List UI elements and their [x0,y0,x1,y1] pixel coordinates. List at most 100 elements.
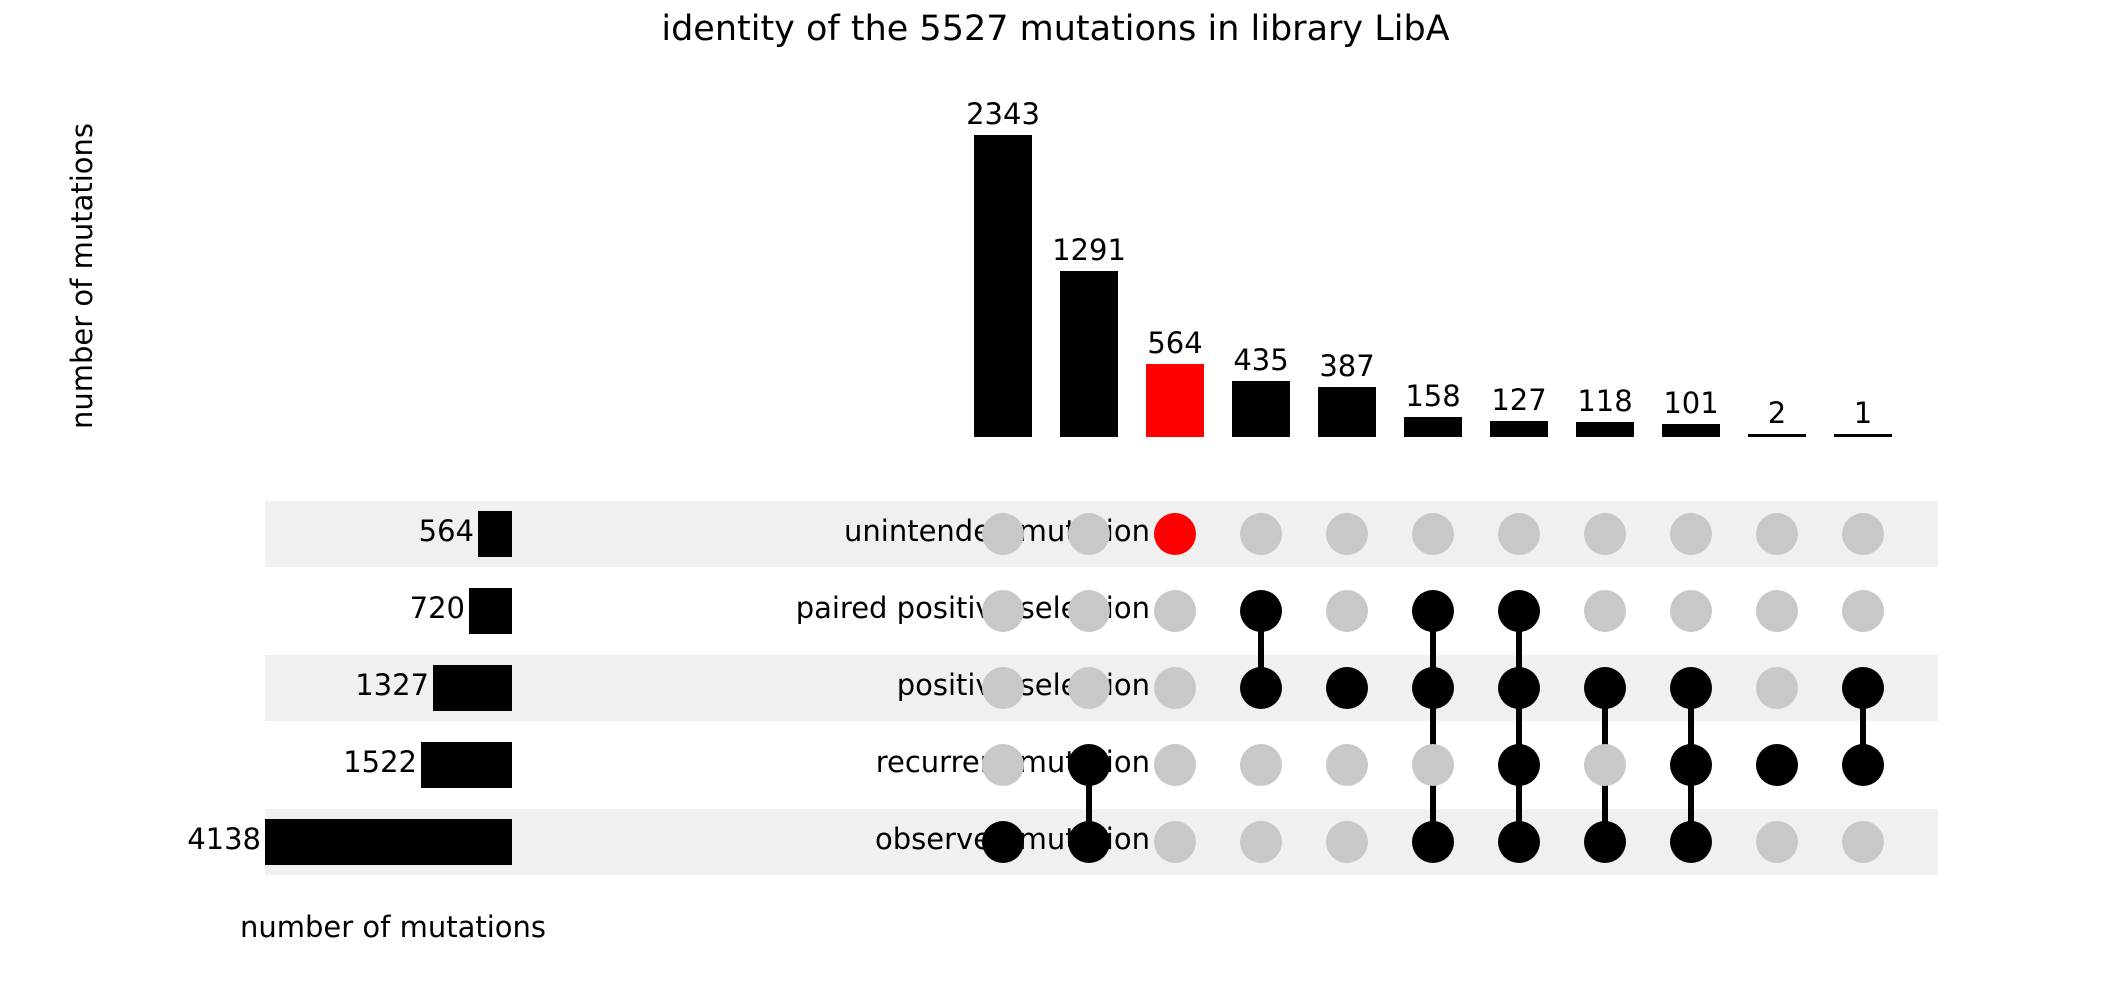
matrix-dot-active [1412,590,1454,632]
matrix-dot-inactive [1584,590,1626,632]
matrix-dot-active [1498,667,1540,709]
matrix-dot-active [1326,667,1368,709]
set-size-bar [265,819,512,865]
matrix-dot-inactive [1756,513,1798,555]
intersection-connector-line [1860,688,1866,765]
matrix-dot-inactive [1068,513,1110,555]
set-size-value: 4138 [187,822,261,856]
matrix-dot-inactive [1756,667,1798,709]
intersection-bar-value: 564 [1147,326,1203,360]
intersection-bar-value: 2 [1767,396,1787,430]
set-size-value: 1327 [355,668,429,702]
matrix-dot-inactive [1154,821,1196,863]
matrix-dot-inactive [1240,513,1282,555]
matrix-dot-inactive [1842,590,1884,632]
intersection-bar [1404,417,1462,437]
intersection-bar [1662,424,1720,437]
matrix-dot-inactive [1154,667,1196,709]
matrix-dot-active [1670,744,1712,786]
matrix-dot-inactive [1670,513,1712,555]
matrix-dot-inactive [1842,513,1884,555]
page-title: identity of the 5527 mutations in librar… [661,9,1450,49]
intersection-bar-value: 1 [1853,396,1873,430]
intersection-connector-line [1258,611,1264,688]
set-size-value: 1522 [343,745,417,779]
matrix-dot-inactive [1670,590,1712,632]
intersection-bar [1060,271,1118,437]
set-name-label: positive selection [896,668,1150,702]
matrix-dot-inactive [1240,744,1282,786]
matrix-dot-active [1068,821,1110,863]
setsize-axis-label: number of mutations [240,910,547,944]
matrix-dot-active [1154,513,1196,555]
set-size-value: 720 [409,591,465,625]
matrix-dot-inactive [1326,513,1368,555]
intersection-bar-value: 387 [1319,349,1375,383]
intersection-bar-value: 1291 [1052,233,1126,267]
matrix-dot-active [1584,821,1626,863]
intersection-bar-value: 127 [1491,383,1547,417]
set-size-bar [433,665,512,711]
matrix-dot-inactive [1068,667,1110,709]
matrix-dot-inactive [1498,513,1540,555]
matrix-dot-inactive [1842,821,1884,863]
set-size-bar [469,588,512,634]
matrix-dot-active [1498,590,1540,632]
matrix-dot-inactive [1154,590,1196,632]
intersection-bar-value: 158 [1405,379,1461,413]
matrix-dot-active [1240,590,1282,632]
intersection-bar [1748,434,1806,437]
matrix-dot-inactive [982,590,1024,632]
set-size-value: 564 [418,514,474,548]
set-size-bar [421,742,512,788]
matrix-dot-inactive [1412,744,1454,786]
set-size-bar [478,511,512,557]
matrix-dot-inactive [1326,821,1368,863]
intersection-bar-value: 435 [1233,343,1289,377]
matrix-dot-inactive [1584,513,1626,555]
matrix-dot-active [1584,667,1626,709]
matrix-dot-inactive [1240,821,1282,863]
intersection-bar [1576,422,1634,437]
matrix-dot-active [1842,667,1884,709]
matrix-dot-active [982,821,1024,863]
intersection-bar [1318,387,1376,437]
intersection-bar-value: 2343 [966,97,1040,131]
set-name-label: recurrent mutation [875,745,1150,779]
intersection-bar-value: 101 [1663,386,1719,420]
matrix-dot-active [1412,821,1454,863]
matrix-dot-active [1068,744,1110,786]
set-name-label: paired positive selection [795,591,1150,625]
intersection-connector-line [1430,611,1436,842]
intersection-bar [1834,434,1892,437]
matrix-dot-inactive [1412,513,1454,555]
intersection-bar [1146,364,1204,437]
matrix-dot-inactive [982,744,1024,786]
matrix-dot-active [1498,744,1540,786]
intersection-bar [1490,421,1548,437]
matrix-dot-inactive [1756,821,1798,863]
matrix-dot-active [1240,667,1282,709]
matrix-dot-inactive [1756,590,1798,632]
matrix-dot-active [1498,821,1540,863]
matrix-dot-active [1756,744,1798,786]
intersection-bar-value: 118 [1577,384,1633,418]
intersection-connector-line [1516,611,1522,842]
set-name-label: observed mutation [875,822,1150,856]
matrix-dot-active [1670,821,1712,863]
intersection-connector-line [1086,765,1092,842]
matrix-dot-inactive [1068,590,1110,632]
matrix-dot-inactive [1326,744,1368,786]
matrix-dot-active [1842,744,1884,786]
matrix-dot-active [1670,667,1712,709]
matrix-dot-inactive [1154,744,1196,786]
matrix-dot-active [1412,667,1454,709]
intersection-bar [974,135,1032,437]
intersection-bar-panel: number of mutations 2343 1291 564 435 387 158… [0,0,2111,470]
matrix-dot-inactive [982,667,1024,709]
set-name-label: unintended mutation [844,514,1150,548]
intersection-bar [1232,381,1290,437]
matrix-dot-inactive [1326,590,1368,632]
